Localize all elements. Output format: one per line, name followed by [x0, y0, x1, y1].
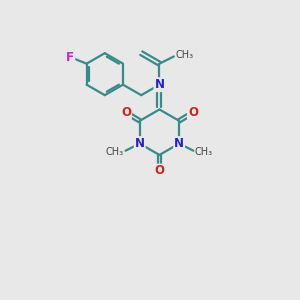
Text: O: O — [121, 106, 131, 119]
Text: CH₃: CH₃ — [106, 147, 124, 157]
Text: CH₃: CH₃ — [195, 147, 213, 157]
Text: N: N — [154, 78, 164, 91]
Text: O: O — [154, 164, 164, 178]
Text: N: N — [174, 137, 184, 150]
Text: CH₃: CH₃ — [176, 50, 194, 60]
Text: N: N — [135, 137, 145, 150]
Text: F: F — [66, 51, 74, 64]
Text: O: O — [188, 106, 198, 119]
